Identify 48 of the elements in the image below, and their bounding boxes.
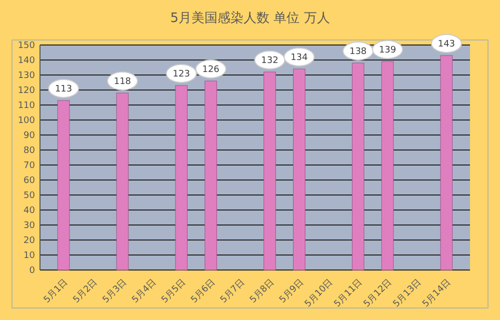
y-tick-label: 130: [18, 71, 36, 82]
bar: [381, 61, 394, 270]
y-tick-label: 110: [18, 101, 36, 112]
x-tick-label: 5月11日: [332, 278, 365, 310]
y-tick-label: 50: [24, 191, 36, 202]
data-label: 138: [349, 47, 367, 58]
x-tick-label: 5月1日: [42, 278, 70, 306]
data-label: 132: [261, 56, 278, 66]
x-tick-label: 5月7日: [218, 278, 247, 306]
data-label: 113: [54, 84, 72, 95]
bar: [352, 62, 364, 270]
y-tick-label: 150: [18, 41, 36, 52]
data-label: 134: [290, 53, 308, 64]
x-tick-label: 5月14日: [421, 278, 454, 310]
bar: [57, 100, 70, 270]
bar: [264, 72, 276, 270]
y-tick-label: 0: [29, 266, 36, 276]
y-tick-label: 100: [18, 116, 36, 126]
y-tick-label: 80: [24, 146, 36, 156]
y-tick-label: 120: [18, 86, 36, 96]
x-tick-label: 5月4日: [130, 278, 158, 306]
bar: [204, 80, 217, 270]
y-tick-label: 90: [24, 131, 36, 142]
x-tick-label: 5月5日: [160, 278, 188, 306]
data-label: 143: [438, 40, 456, 50]
chart-title: 5月美国感染人数 单位 万人: [170, 10, 330, 26]
y-tick-label: 30: [24, 221, 36, 232]
data-label: 139: [378, 46, 396, 56]
y-tick-label: 10: [24, 251, 36, 262]
bar: [175, 85, 188, 270]
y-tick-label: 40: [24, 206, 36, 216]
y-tick-label: 70: [24, 161, 36, 172]
x-tick-label: 5月8日: [248, 278, 276, 306]
y-tick-label: 140: [18, 56, 36, 66]
x-tick-label: 5月3日: [101, 278, 130, 306]
x-tick-label: 5月6日: [190, 278, 218, 306]
x-tick-label: 5月12日: [362, 278, 394, 310]
y-tick-label: 20: [24, 236, 36, 246]
x-tick-label: 5月2日: [72, 278, 100, 306]
x-tick-label: 5月10日: [303, 278, 336, 310]
data-label: 126: [202, 65, 220, 76]
bar: [116, 92, 129, 270]
bar: [293, 68, 306, 270]
x-tick-label: 5月9日: [278, 278, 306, 306]
y-tick-label: 60: [24, 176, 36, 186]
bar: [440, 55, 453, 270]
data-label: 118: [114, 77, 132, 88]
data-label: 123: [172, 70, 190, 80]
